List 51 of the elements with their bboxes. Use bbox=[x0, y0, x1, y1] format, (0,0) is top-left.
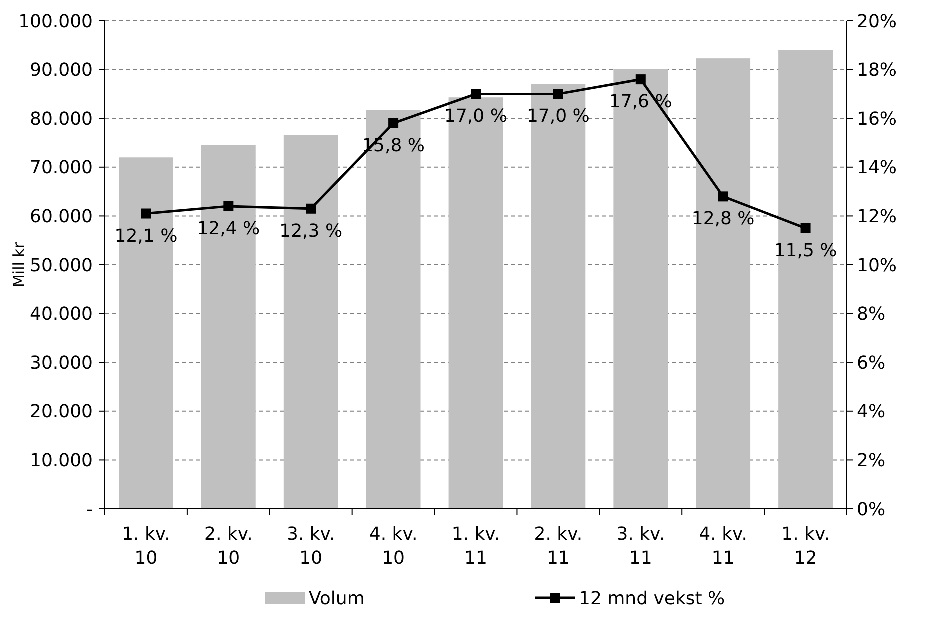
data-label: 12,3 % bbox=[280, 220, 343, 242]
y-tick-label: 40.000 bbox=[30, 304, 93, 326]
y2-tick-label: 2% bbox=[857, 450, 886, 472]
point bbox=[471, 89, 481, 100]
y-tick-label: 30.000 bbox=[30, 352, 93, 374]
data-label: 12,4 % bbox=[197, 218, 260, 240]
point bbox=[141, 208, 152, 219]
x-tick-label: 1. kv. 12 bbox=[782, 524, 830, 569]
legend-label: 12 mnd vekst % bbox=[579, 588, 726, 610]
data-label: 17,6 % bbox=[609, 92, 672, 113]
x-tick-label: 3. kv. 10 bbox=[286, 524, 336, 569]
x-tick-label: 4. kv. 10 bbox=[369, 524, 418, 569]
point bbox=[224, 201, 234, 212]
y2-tick-label: 18% bbox=[857, 60, 898, 82]
point bbox=[306, 204, 316, 214]
y-tick-label: - bbox=[86, 499, 93, 520]
y2-tick-label: 10% bbox=[857, 255, 898, 276]
y-tick-label: 80.000 bbox=[30, 108, 93, 130]
point bbox=[388, 118, 399, 128]
point bbox=[800, 223, 811, 234]
y-tick-label: 100.000 bbox=[18, 11, 93, 32]
x-tick-label: 2. kv. 11 bbox=[534, 524, 583, 569]
point bbox=[636, 74, 646, 85]
y2-tick-label: 0% bbox=[857, 499, 886, 520]
point bbox=[553, 89, 564, 100]
y-tick-label: 60.000 bbox=[30, 206, 93, 228]
x-tick-label: 1. kv. 11 bbox=[452, 524, 500, 569]
x-tick-label: 1. kv. 10 bbox=[122, 524, 170, 569]
y-axis-title: Mill kr bbox=[10, 242, 28, 288]
x-tick-label: 2. kv. 10 bbox=[204, 524, 253, 569]
x-tick-label: 3. kv. 11 bbox=[616, 524, 666, 569]
data-label: 12,1 % bbox=[114, 226, 178, 247]
data-label: 12,8 % bbox=[692, 208, 755, 230]
y2-tick-label: 8% bbox=[857, 304, 886, 326]
y-tick-label: 20.000 bbox=[30, 402, 93, 423]
y-tick-label: 90.000 bbox=[30, 60, 93, 82]
y2-tick-label: 14% bbox=[857, 158, 898, 179]
legend-label: Volum bbox=[309, 588, 365, 610]
data-label: 17,0 % bbox=[526, 106, 590, 128]
x-tick-label: 4. kv. 11 bbox=[699, 524, 748, 569]
data-label: 17,0 % bbox=[444, 106, 508, 128]
y2-tick-label: 6% bbox=[857, 352, 886, 374]
y2-tick-label: 16% bbox=[857, 108, 898, 130]
y2-tick-label: 4% bbox=[857, 402, 886, 423]
y-tick-label: 50.000 bbox=[30, 255, 93, 276]
data-label: 11,5 % bbox=[774, 240, 838, 262]
y-tick-label: 10.000 bbox=[30, 450, 93, 472]
y2-tick-label: 20% bbox=[857, 11, 898, 32]
y-tick-label: 70.000 bbox=[30, 158, 93, 179]
point bbox=[718, 192, 728, 202]
y2-tick-label: 12% bbox=[857, 206, 898, 228]
